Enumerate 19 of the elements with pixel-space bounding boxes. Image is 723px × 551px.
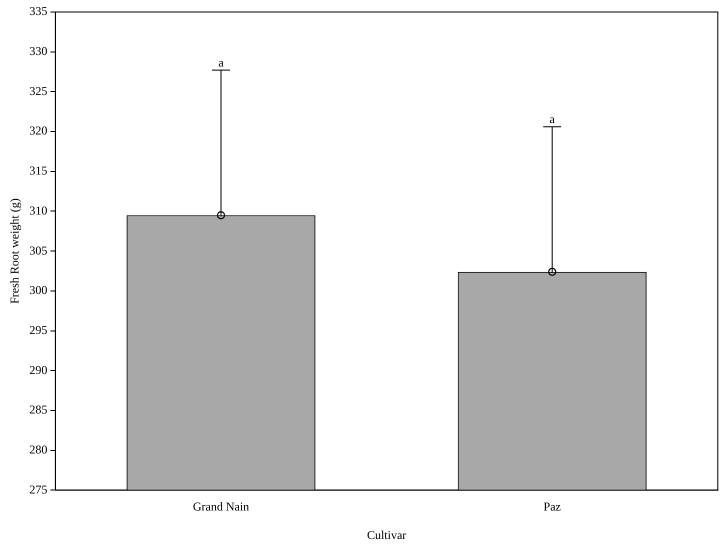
y-tick-label: 305 <box>29 243 48 258</box>
y-tick-label: 315 <box>29 164 48 178</box>
y-tick-label: 320 <box>29 124 48 138</box>
x-tick-label: Grand Nain <box>192 500 250 514</box>
x-axis-title: Cultivar <box>366 528 406 542</box>
annotation: a <box>550 112 556 126</box>
y-tick-label: 335 <box>29 4 48 18</box>
x-tick-label: Paz <box>544 500 561 514</box>
y-axis-title: Fresh Root weight (g) <box>7 198 22 304</box>
annotation: a <box>218 55 224 70</box>
y-tick-label: 275 <box>29 482 48 496</box>
y-tick-label: 325 <box>29 84 48 98</box>
y-tick-label: 295 <box>29 322 48 337</box>
y-tick-label: 280 <box>29 442 48 457</box>
y-tick-label: 290 <box>29 362 48 377</box>
y-tick-label: 300 <box>29 283 48 298</box>
y-tick-label: 285 <box>29 402 48 417</box>
y-tick-label: 310 <box>29 203 48 218</box>
y-tick-label: 330 <box>29 44 48 58</box>
